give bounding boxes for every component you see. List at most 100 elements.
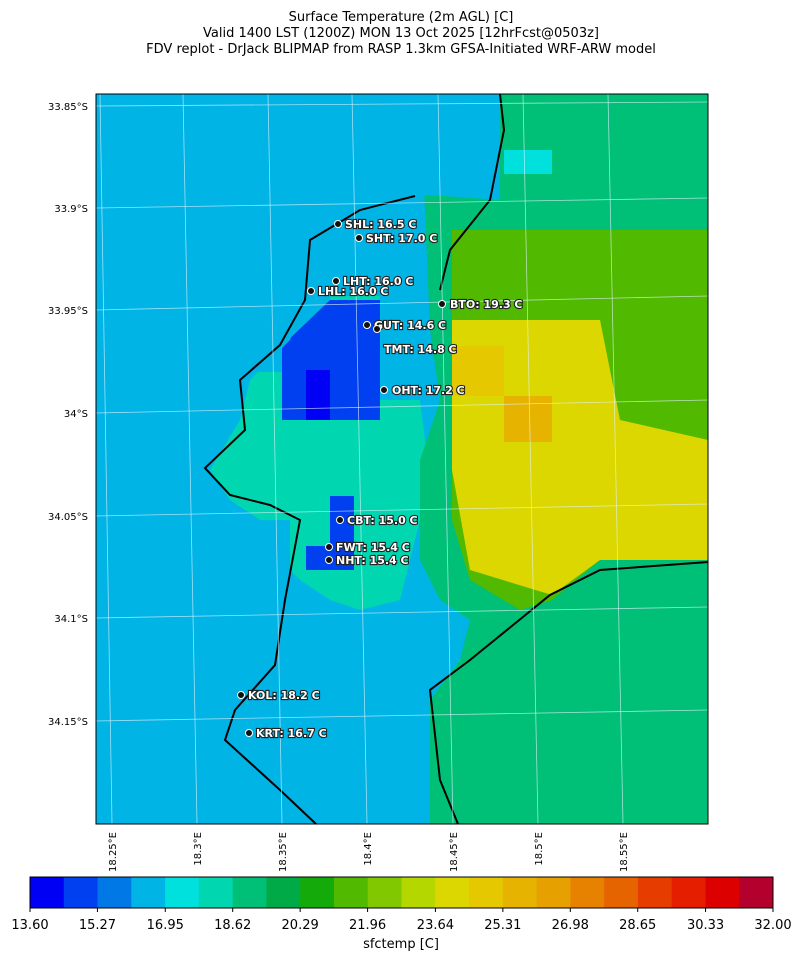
land-hot2 xyxy=(452,346,504,396)
colorbar-segment xyxy=(266,877,301,908)
station-label: LHT: 16.0 C xyxy=(343,275,413,288)
cool-cell xyxy=(504,150,552,174)
colorbar-tick-label: 23.64 xyxy=(417,918,454,933)
colorbar-segment xyxy=(401,877,436,908)
lon-label: 18.4°E xyxy=(363,832,374,866)
lat-label: 34.05°S xyxy=(48,512,88,523)
colorbar-segment xyxy=(232,877,267,908)
lon-label: 18.55°E xyxy=(619,832,630,872)
grid-line xyxy=(95,709,709,722)
colorbar-tick-label: 13.60 xyxy=(11,918,48,933)
peak-cold-south xyxy=(306,496,354,570)
lat-label: 33.95°S xyxy=(48,306,88,317)
grid-line xyxy=(95,399,709,414)
station-dot xyxy=(373,325,381,333)
land-hottest xyxy=(504,396,552,442)
station-dot xyxy=(355,234,363,242)
colorbar-tick-label: 18.62 xyxy=(214,918,251,933)
grid-line xyxy=(437,93,454,825)
station-label: KRT: 16.7 C xyxy=(256,727,327,740)
station-dot xyxy=(380,386,388,394)
station-dot xyxy=(325,543,333,551)
grid-line xyxy=(267,93,283,825)
lat-label: 33.85°S xyxy=(48,102,88,113)
map-field xyxy=(95,93,709,825)
station-dot xyxy=(245,729,253,737)
station-label: TMT: 14.8 C xyxy=(384,343,457,356)
lon-label: 18.45°E xyxy=(449,832,460,872)
colorbar-segment xyxy=(671,877,706,908)
colorbar-segment xyxy=(300,877,335,908)
lat-label: 33.9°S xyxy=(54,204,88,215)
colorbar-segment xyxy=(367,877,402,908)
colorbar-segment xyxy=(435,877,470,908)
colorbar-segment xyxy=(502,877,538,908)
map-frame xyxy=(95,93,709,825)
station-dot xyxy=(325,556,333,564)
colorbar-segment xyxy=(739,877,774,908)
colorbar-tick-label: 26.98 xyxy=(552,918,589,933)
station-label: NHT: 15.4 C xyxy=(336,554,409,567)
colorbar-segment xyxy=(536,877,571,908)
title-line: Surface Temperature (2m AGL) [C] xyxy=(289,10,514,25)
grid-line xyxy=(522,93,539,825)
station-dot xyxy=(363,321,371,329)
colorbar-segment xyxy=(131,877,166,908)
title-line: Valid 1400 LST (1200Z) MON 13 Oct 2025 [… xyxy=(203,26,599,41)
station-dot xyxy=(332,277,340,285)
grid-line xyxy=(95,101,709,107)
lon-label: 18.35°E xyxy=(278,832,289,872)
station-label: OHT: 17.2 C xyxy=(392,384,465,397)
grid-line xyxy=(95,197,709,209)
colorbar-segment xyxy=(198,877,234,908)
colorbar-tick-label: 16.95 xyxy=(147,918,184,933)
lat-label: 34°S xyxy=(64,409,88,420)
station-label: KOL: 18.2 C xyxy=(248,689,320,702)
colorbar-segment xyxy=(637,877,673,908)
colorbar-segment xyxy=(63,877,99,908)
colorbar-frame xyxy=(29,876,774,909)
lon-label: 18.25°E xyxy=(108,832,119,872)
title-line: FDV replot - DrJack BLIPMAP from RASP 1.… xyxy=(146,42,656,57)
colorbar-tick-label: 25.31 xyxy=(484,918,521,933)
station-label: CBT: 15.0 C xyxy=(347,514,418,527)
station-dot xyxy=(438,300,446,308)
colorbar-tick-label: 32.00 xyxy=(754,918,791,933)
graticule xyxy=(95,93,709,825)
colorbar-segment xyxy=(469,877,504,908)
grid-line xyxy=(607,93,624,825)
station-label: FWT: 15.4 C xyxy=(336,541,410,554)
lat-label: 34.15°S xyxy=(48,717,88,728)
colorbar-segment xyxy=(570,877,605,908)
station-label: BTO: 19.3 C xyxy=(450,298,523,311)
station-label: SHL: 16.5 C xyxy=(345,218,416,231)
sea-overlay xyxy=(96,94,500,824)
grid-line xyxy=(95,503,709,517)
colorbar-tick-label: 30.33 xyxy=(687,918,724,933)
colorbar-segment xyxy=(705,877,740,908)
colorbar-tick-label: 21.96 xyxy=(349,918,386,933)
colorbar-segment xyxy=(333,877,369,908)
colorbar-segment xyxy=(97,877,132,908)
station-dot xyxy=(334,220,342,228)
grid-line xyxy=(95,606,709,619)
colorbar-segment xyxy=(604,877,639,908)
station-dot xyxy=(336,516,344,524)
lon-label: 18.3°E xyxy=(193,832,204,866)
peak-coldest xyxy=(306,370,330,420)
station-dot xyxy=(237,691,245,699)
station-label: SHT: 17.0 C xyxy=(366,232,437,245)
colorbar-tick-label: 20.29 xyxy=(282,918,319,933)
station-dot xyxy=(307,287,315,295)
colorbar-tick-label: 28.65 xyxy=(619,918,656,933)
grid-line xyxy=(351,93,368,825)
colorbar-segment xyxy=(165,877,200,908)
grid-line xyxy=(99,93,113,825)
lon-label: 18.5°E xyxy=(534,832,545,866)
colorbar-label: sfctemp [C] xyxy=(363,937,439,952)
grid-line xyxy=(95,295,709,311)
land-hot xyxy=(452,320,708,595)
grid-line xyxy=(182,93,198,825)
station-label: LHL: 16.0 C xyxy=(318,285,389,298)
